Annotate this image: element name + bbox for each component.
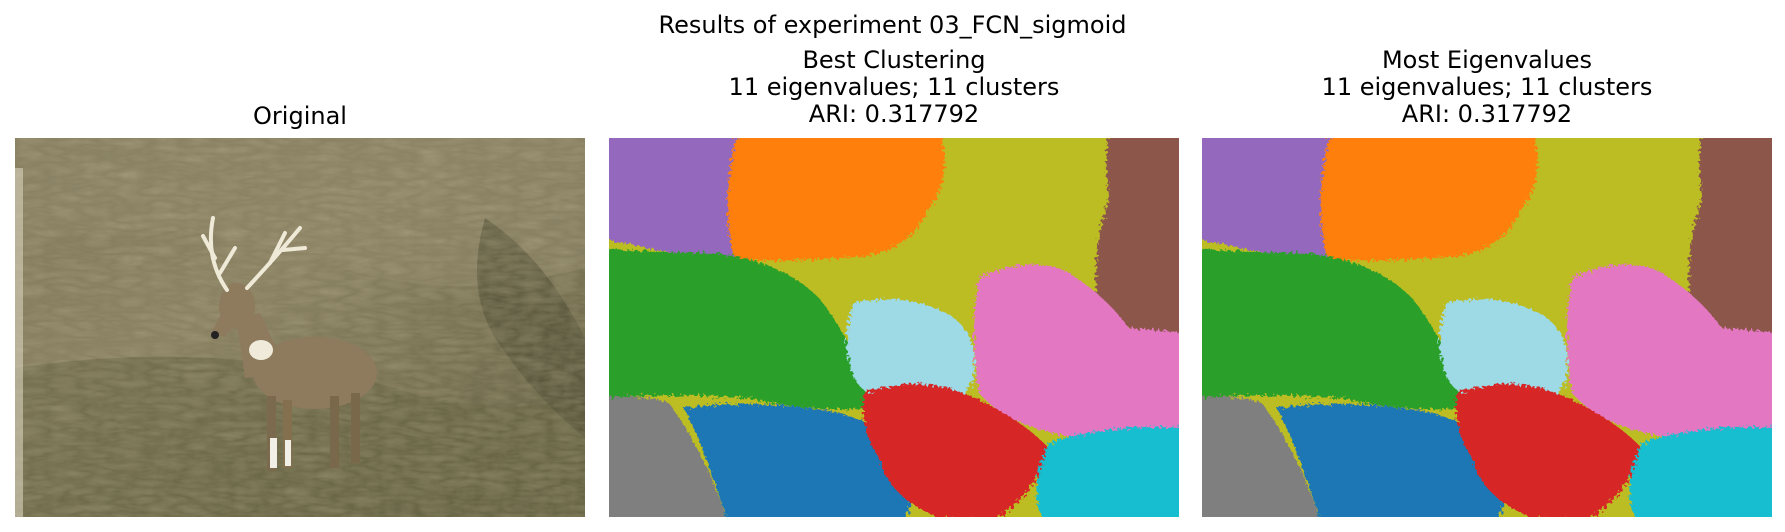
cluster-region-1 [727, 138, 945, 261]
cluster-region-6 [974, 264, 1179, 438]
cluster-region-10 [1036, 427, 1179, 517]
best-clustering-title: Best Clustering 11 eigenvalues; 11 clust… [609, 47, 1179, 128]
cluster-region-10 [1629, 427, 1772, 517]
deer-photo [15, 138, 585, 517]
cluster-region-1 [1320, 138, 1538, 261]
cluster-region-7 [609, 396, 726, 517]
cluster-region-7 [1202, 396, 1319, 517]
most-eigenvalues-title-line-2: 11 eigenvalues; 11 clusters [1321, 73, 1653, 101]
most-eigenvalues-map [1202, 138, 1772, 517]
cluster-region-5 [846, 299, 975, 404]
cluster-region-9 [863, 384, 1049, 517]
cluster-region-4 [609, 248, 869, 410]
cluster-region-0 [1202, 138, 1352, 262]
best-clustering-title-line-3: ARI: 0.317792 [808, 100, 980, 128]
cluster-region-5 [1439, 299, 1568, 404]
cluster-region-3 [1095, 138, 1179, 338]
most-eigenvalues-image [1202, 138, 1772, 517]
cluster-region-8 [684, 404, 912, 517]
antlers [201, 216, 307, 292]
figure-title: Results of experiment 03_FCN_sigmoid [658, 11, 1127, 39]
cluster-region-3 [1688, 138, 1772, 338]
most-eigenvalues-title-line-1: Most Eigenvalues [1381, 46, 1593, 74]
original-image [15, 138, 585, 517]
cluster-region-6 [1567, 264, 1772, 438]
most-eigenvalues-title: Most Eigenvalues 11 eigenvalues; 11 clus… [1202, 47, 1772, 128]
cluster-region-4 [1202, 248, 1462, 410]
best-clustering-image [609, 138, 1179, 517]
original-title-line: Original [253, 102, 347, 130]
cluster-region-0 [609, 138, 759, 262]
cluster-region-9 [1456, 384, 1642, 517]
best-clustering-title-line-1: Best Clustering [802, 46, 986, 74]
cluster-region-8 [1277, 404, 1505, 517]
most-eigenvalues-title-line-3: ARI: 0.317792 [1401, 100, 1573, 128]
best-clustering-title-line-2: 11 eigenvalues; 11 clusters [728, 73, 1060, 101]
deer [211, 283, 377, 471]
original-title: Original [15, 103, 585, 130]
best-clustering-map [609, 138, 1179, 517]
